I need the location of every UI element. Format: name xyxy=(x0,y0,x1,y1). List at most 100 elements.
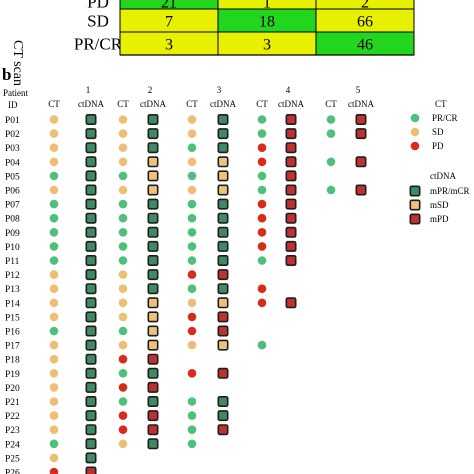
ctdna-response-square xyxy=(217,184,229,196)
ct-response-dot xyxy=(118,326,128,336)
ct-response-dot xyxy=(118,312,128,322)
ctdna-response-square xyxy=(85,381,97,393)
ctdna-response-square xyxy=(217,114,229,126)
legend-ct-dot xyxy=(410,127,420,137)
patient-id: P12 xyxy=(5,271,20,281)
legend-ctdna-title: ctDNA xyxy=(430,171,456,181)
ctdna-column-header: ctDNA xyxy=(278,99,304,109)
panel-a-cell-value: 46 xyxy=(357,37,373,54)
ctdna-response-square xyxy=(147,395,159,407)
legend-ctdna-square xyxy=(409,213,421,225)
ctdna-response-square xyxy=(85,410,97,422)
cycle-number: 4 xyxy=(286,85,291,95)
ct-response-dot xyxy=(187,242,197,251)
panel-b-letter: b xyxy=(2,65,11,84)
ct-response-dot xyxy=(118,284,128,294)
ctdna-response-square xyxy=(85,240,97,252)
ctdna-column-header: ctDNA xyxy=(78,99,104,109)
patient-id: P06 xyxy=(5,187,20,197)
ct-response-dot xyxy=(187,157,197,167)
ct-response-dot xyxy=(257,298,267,308)
patient-id: P20 xyxy=(5,384,20,394)
panel-b-chart: b Patient ID 1 CT ctDNA 2 CT ctDNA 3 CT ctDNA 4 CT… xyxy=(2,65,470,474)
ctdna-response-square xyxy=(85,438,97,450)
ctdna-response-square xyxy=(85,184,97,196)
ctdna-response-square xyxy=(85,114,97,126)
panel-a-cell-value: 7 xyxy=(165,14,173,31)
ctdna-response-square xyxy=(217,156,229,168)
patient-id: P11 xyxy=(5,257,20,267)
ctdna-response-square xyxy=(147,114,159,126)
ct-response-dot xyxy=(187,185,197,195)
ctdna-response-square xyxy=(217,226,229,238)
ct-response-dot xyxy=(326,185,336,195)
ct-response-dot xyxy=(49,326,59,336)
ctdna-response-square xyxy=(147,240,159,252)
ct-response-dot xyxy=(118,383,128,392)
ct-response-dot xyxy=(49,157,59,167)
ctdna-response-square xyxy=(285,198,297,210)
ct-response-dot xyxy=(49,383,59,392)
ctdna-response-square xyxy=(147,283,159,295)
ct-response-dot xyxy=(49,354,59,364)
patient-id: P15 xyxy=(5,313,20,323)
ct-response-dot xyxy=(49,171,59,181)
ct-response-dot xyxy=(257,185,267,195)
ct-response-dot xyxy=(187,425,197,435)
ctdna-response-square xyxy=(85,255,97,267)
ct-response-dot xyxy=(187,115,197,124)
legend-ct-title: CT xyxy=(435,99,447,109)
ctdna-response-square xyxy=(355,114,367,126)
patient-id: P10 xyxy=(5,243,20,253)
ct-response-dot xyxy=(118,298,128,308)
ctdna-response-square xyxy=(85,452,97,464)
ct-response-dot xyxy=(257,213,267,223)
ctdna-response-square xyxy=(147,269,159,281)
ctdna-response-square xyxy=(285,184,297,196)
ct-response-dot xyxy=(257,256,267,265)
ct-response-dot xyxy=(118,369,128,378)
ct-response-dot xyxy=(187,213,197,223)
ct-response-dot xyxy=(118,199,128,209)
ct-scan-side-label: CT scan xyxy=(10,40,25,86)
ct-response-dot xyxy=(118,228,128,237)
ct-response-dot xyxy=(187,129,197,138)
ctdna-response-square xyxy=(147,353,159,365)
ctdna-response-square xyxy=(85,170,97,182)
ct-response-dot xyxy=(257,340,267,350)
ct-response-dot xyxy=(49,143,59,152)
ctdna-response-square xyxy=(85,128,97,140)
ctdna-column-header: ctDNA xyxy=(348,99,374,109)
patient-id: P23 xyxy=(5,426,20,436)
ctdna-response-square xyxy=(85,156,97,168)
patient-id: P24 xyxy=(5,440,20,450)
ctdna-response-square xyxy=(85,269,97,281)
ct-response-dot xyxy=(118,171,128,181)
ct-response-dot xyxy=(49,284,59,294)
ctdna-response-square xyxy=(217,297,229,309)
ct-response-dot xyxy=(257,242,267,251)
patient-id: P26 xyxy=(5,469,20,474)
ctdna-response-square xyxy=(285,128,297,140)
ct-response-dot xyxy=(187,369,197,378)
ctdna-response-square xyxy=(285,156,297,168)
ct-response-dot xyxy=(49,439,59,449)
ctdna-response-square xyxy=(85,424,97,436)
ct-response-dot xyxy=(257,143,267,152)
ctdna-response-square xyxy=(85,311,97,323)
ctdna-response-square xyxy=(85,325,97,337)
ct-response-dot xyxy=(49,256,59,265)
ctdna-response-square xyxy=(217,128,229,140)
legend-ctdna-square xyxy=(409,199,421,211)
ctdna-response-square xyxy=(147,184,159,196)
panel-a-row-label: PD xyxy=(87,0,109,12)
ct-response-dot xyxy=(187,143,197,152)
panel-a-row-label: PR/CR xyxy=(74,35,123,54)
ct-response-dot xyxy=(118,242,128,251)
id-header: ID xyxy=(8,100,18,110)
ct-response-dot xyxy=(187,326,197,336)
panel-a-cell-value: 18 xyxy=(259,14,275,31)
ct-response-dot xyxy=(49,270,59,279)
patient-id: P19 xyxy=(5,370,20,380)
